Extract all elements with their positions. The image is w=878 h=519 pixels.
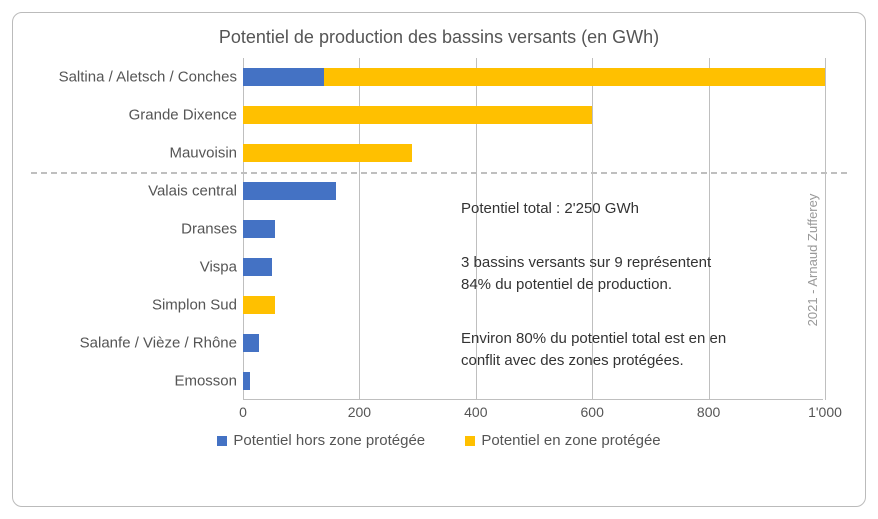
bar-segment-hors-zone (243, 182, 336, 200)
chart-panel: Potentiel de production des bassins vers… (12, 12, 866, 507)
bar-segment-hors-zone (243, 220, 275, 238)
x-tick-label: 400 (464, 404, 487, 420)
bar-row (243, 372, 250, 390)
bar-row (243, 296, 275, 314)
bar-row (243, 182, 336, 200)
bar-row (243, 144, 412, 162)
y-category-label: Simplon Sud (152, 297, 237, 314)
x-tick-label: 1'000 (808, 404, 842, 420)
y-category-label: Emosson (174, 373, 237, 390)
bar-segment-en-zone (243, 296, 275, 314)
bar-row (243, 220, 275, 238)
legend-item-hors-zone: Potentiel hors zone protégée (217, 432, 425, 449)
bar-row (243, 334, 259, 352)
x-tick-label: 200 (348, 404, 371, 420)
x-tick-label: 800 (697, 404, 720, 420)
annotation-total: Potentiel total : 2'250 GWh (461, 200, 639, 217)
legend-label: Potentiel hors zone protégée (233, 432, 425, 449)
credit-text: 2021 - Arnaud Zufferey (805, 193, 820, 326)
legend-swatch-icon (217, 436, 227, 446)
grid-line (825, 58, 826, 400)
y-axis-labels: Saltina / Aletsch / Conches Grande Dixenc… (31, 58, 237, 400)
y-category-label: Vispa (200, 259, 237, 276)
y-category-label: Mauvoisin (169, 145, 237, 162)
bar-segment-hors-zone (243, 258, 272, 276)
legend-label: Potentiel en zone protégée (481, 432, 660, 449)
grid-line (709, 58, 710, 400)
group-divider (31, 172, 847, 174)
x-axis-line (243, 399, 823, 400)
bar-segment-en-zone (324, 68, 825, 86)
x-tick-label: 0 (239, 404, 247, 420)
chart-title: Potentiel de production des bassins vers… (31, 27, 847, 48)
bar-segment-en-zone (243, 144, 412, 162)
bar-row (243, 258, 272, 276)
annotation-line5: conflit avec des zones protégées. (461, 352, 684, 369)
annotation-line2: 3 bassins versants sur 9 représentent (461, 254, 711, 271)
legend: Potentiel hors zone protégée Potentiel e… (31, 432, 847, 450)
y-category-label: Grande Dixence (129, 107, 237, 124)
y-category-label: Valais central (148, 183, 237, 200)
y-category-label: Dranses (181, 221, 237, 238)
legend-item-en-zone: Potentiel en zone protégée (465, 432, 660, 449)
bar-row (243, 68, 825, 86)
legend-swatch-icon (465, 436, 475, 446)
bar-segment-hors-zone (243, 334, 259, 352)
bar-segment-hors-zone (243, 68, 324, 86)
plot-canvas (243, 58, 823, 400)
y-category-label: Salanfe / Vièze / Rhône (80, 335, 237, 352)
plot-area: Saltina / Aletsch / Conches Grande Dixenc… (31, 58, 847, 428)
grid-line (592, 58, 593, 400)
bar-segment-en-zone (243, 106, 592, 124)
annotation-line4: Environ 80% du potentiel total est en en (461, 330, 726, 347)
bar-segment-hors-zone (243, 372, 250, 390)
bar-row (243, 106, 592, 124)
annotation-line3: 84% du potentiel de production. (461, 276, 672, 293)
y-category-label: Saltina / Aletsch / Conches (59, 69, 237, 86)
x-tick-label: 600 (581, 404, 604, 420)
